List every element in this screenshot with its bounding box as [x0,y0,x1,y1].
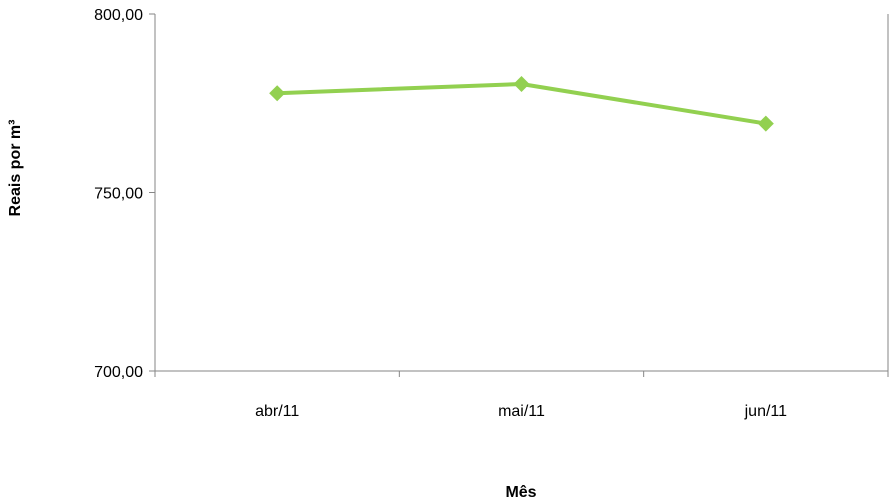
x-axis-title: Mês [505,484,536,501]
y-tick-label: 750,00 [94,186,143,203]
y-axis-title: Reais por m³ [7,120,24,217]
plot-area [154,14,889,372]
data-point-marker [269,85,286,102]
data-point-marker [513,75,530,92]
y-axis-ticks: 700,00 750,00 800,00 [94,7,155,381]
data-point-marker [757,115,774,132]
x-tick-label: jun/11 [744,403,788,420]
y-tick-label: 700,00 [94,364,143,381]
y-tick-label: 800,00 [94,7,143,24]
x-tick-label: mai/11 [498,403,545,420]
x-axis-ticks: abr/11 mai/11 jun/11 [154,371,889,420]
series-layer [269,75,774,132]
x-tick-label: abr/11 [255,403,299,420]
